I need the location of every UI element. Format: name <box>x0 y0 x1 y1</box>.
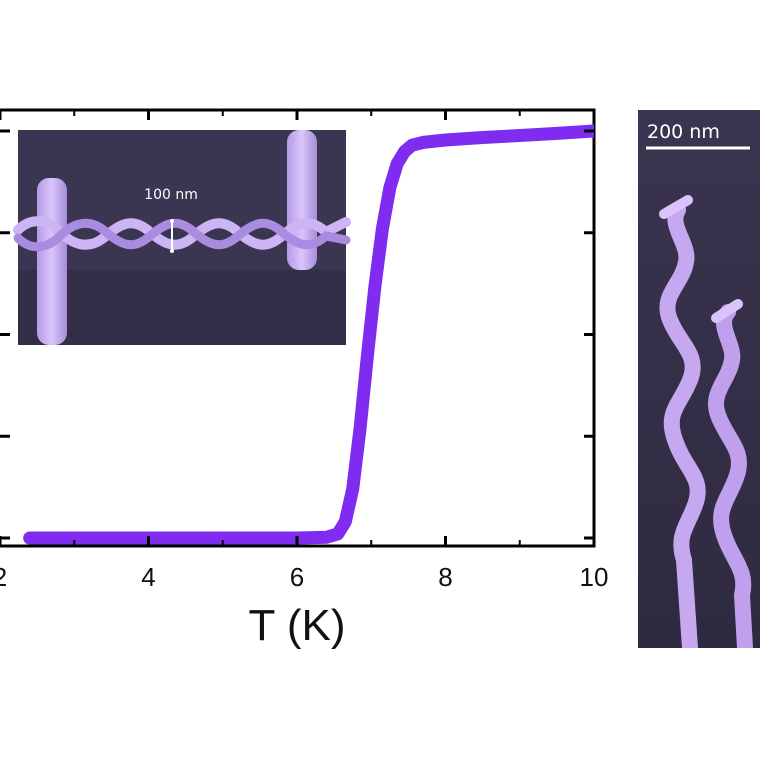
x-axis-label: T (K) <box>249 601 346 650</box>
right-electrode <box>287 130 317 270</box>
helix-wire <box>13 216 351 252</box>
helix-tip-right <box>711 299 743 323</box>
side-micrograph: 200 nm <box>638 110 760 648</box>
axis-ticks <box>0 110 596 546</box>
series-line <box>23 124 594 545</box>
x-tick-label: 8 <box>438 562 452 592</box>
inset-scale-label: 100 nm <box>144 187 198 203</box>
helix-structures <box>659 195 753 648</box>
inset-scale-end-bottom <box>170 249 174 253</box>
x-tick-label: 6 <box>290 562 304 592</box>
inset-micrograph: 100 nm <box>13 130 351 345</box>
left-electrode <box>37 178 67 345</box>
inset-substrate-band <box>18 270 346 345</box>
side-scale-label: 200 nm <box>647 121 720 143</box>
x-tick-label: 10 <box>580 562 609 592</box>
inset-scale-end-top <box>170 219 174 223</box>
helix-tip-left <box>659 195 693 219</box>
helix-left <box>659 202 706 648</box>
data-series <box>23 124 594 545</box>
helix-right <box>708 304 753 648</box>
x-tick-labels: 2 4 6 8 10 <box>0 562 608 592</box>
chart: 2 4 6 8 10 T (K) <box>0 108 608 650</box>
x-tick-label: 2 <box>0 562 7 592</box>
x-tick-label: 4 <box>141 562 155 592</box>
